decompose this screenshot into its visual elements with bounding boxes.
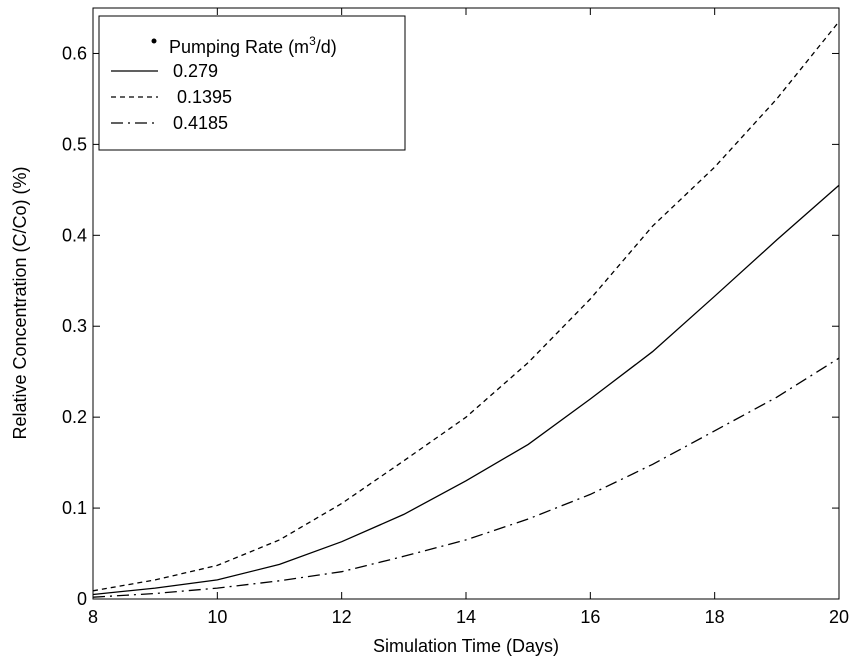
y-axis-label: Relative Concentration (C/Co) (%) [10, 166, 30, 439]
x-tick-label: 12 [332, 607, 352, 627]
x-axis-ticks: 8 10 12 14 16 18 20 [88, 8, 849, 627]
legend-title-sup: 3 [309, 34, 316, 48]
legend-label-3: 0.4185 [173, 113, 228, 133]
x-tick-label: 14 [456, 607, 476, 627]
legend-label-1: 0.279 [173, 61, 218, 81]
series-lines [92, 21, 840, 598]
legend-title-prefix: Pumping Rate (m [169, 37, 309, 57]
y-tick-label: 0.6 [62, 43, 87, 63]
legend-label-2: 0.1395 [177, 87, 232, 107]
y-tick-label: 0.5 [62, 134, 87, 154]
series-line-3 [92, 357, 840, 598]
x-tick-label: 18 [705, 607, 725, 627]
legend-title: Pumping Rate (m3/d) [169, 34, 337, 57]
x-tick-label: 16 [580, 607, 600, 627]
legend-box [98, 15, 406, 151]
x-tick-label: 20 [829, 607, 849, 627]
y-tick-label: 0 [77, 589, 87, 609]
y-tick-label: 0.4 [62, 225, 87, 245]
series-line-1 [92, 184, 840, 596]
legend-marker-dot [151, 38, 157, 44]
x-tick-label: 8 [88, 607, 98, 627]
y-tick-label: 0.2 [62, 407, 87, 427]
y-tick-label: 0.3 [62, 316, 87, 336]
y-axis-ticks: 0 0.1 0.2 0.3 0.4 0.5 0.6 [62, 43, 839, 609]
x-tick-label: 10 [207, 607, 227, 627]
series-line-2 [92, 21, 840, 592]
x-axis-label: Simulation Time (Days) [373, 636, 559, 656]
legend-entries: 0.279 0.1395 0.4185 [111, 61, 232, 133]
y-tick-label: 0.1 [62, 498, 87, 518]
legend-title-suffix: /d) [316, 37, 337, 57]
legend: Pumping Rate (m3/d) 0.279 0.1395 0.4185 [98, 15, 406, 151]
